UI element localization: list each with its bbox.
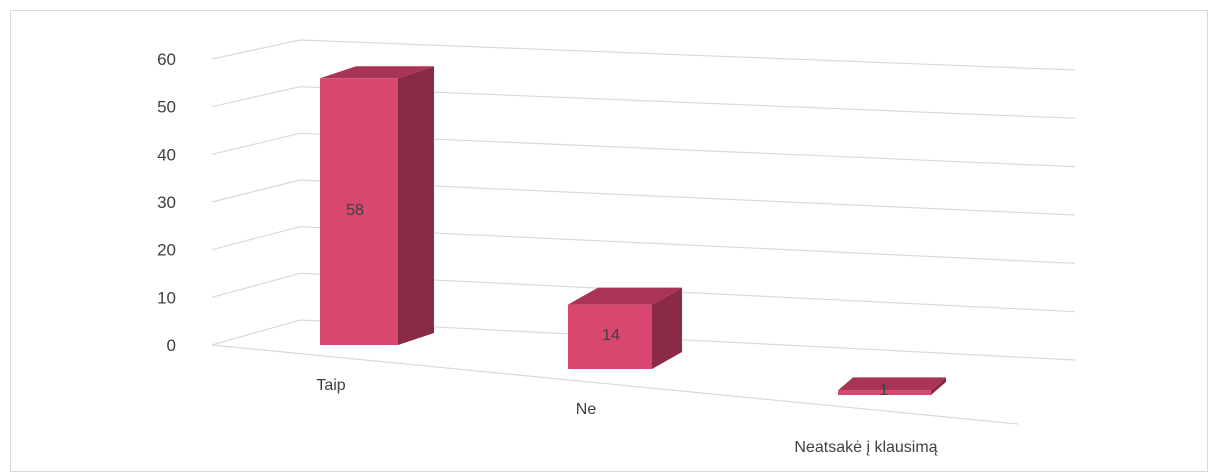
bar-front-face (838, 390, 931, 395)
bars (320, 66, 946, 395)
bar-data-label: 14 (602, 327, 620, 344)
bar-side-face (652, 287, 682, 369)
bar-side-face (931, 377, 946, 395)
bar-data-label: 58 (346, 202, 364, 219)
bar (838, 377, 946, 395)
floor-edge (211, 344, 1019, 425)
x-category-label: Ne (576, 401, 597, 418)
bar-front-face (320, 78, 398, 345)
gridline (211, 319, 1076, 361)
y-tick-label: 0 (167, 336, 176, 355)
y-tick-label: 40 (157, 145, 176, 164)
gridline (211, 179, 1076, 216)
x-category-label: Taip (316, 377, 345, 394)
gridline (211, 226, 1076, 264)
bar-front-face (568, 304, 652, 369)
y-tick-label: 10 (157, 288, 176, 307)
gridline (211, 272, 1076, 313)
gridline (211, 86, 1076, 119)
gridline (211, 39, 1076, 71)
y-tick-label: 50 (157, 98, 176, 117)
y-tick-label: 20 (157, 241, 176, 260)
bar-top-face (320, 66, 434, 79)
bar-top-face (568, 287, 682, 305)
bar-data-label: 1 (880, 382, 889, 399)
y-tick-label: 30 (157, 193, 176, 212)
bar-top-face (838, 377, 946, 391)
x-category-label: Neatsakė į klausimą (794, 439, 937, 456)
labels: 0 10 20 30 40 50 60 Taip Ne Neatsakė į k… (157, 50, 938, 456)
bar-side-face (398, 66, 434, 345)
y-tick-label: 60 (157, 50, 176, 69)
bar (320, 66, 434, 345)
gridline (211, 132, 1076, 168)
gridlines (211, 39, 1076, 425)
bar (568, 287, 682, 369)
